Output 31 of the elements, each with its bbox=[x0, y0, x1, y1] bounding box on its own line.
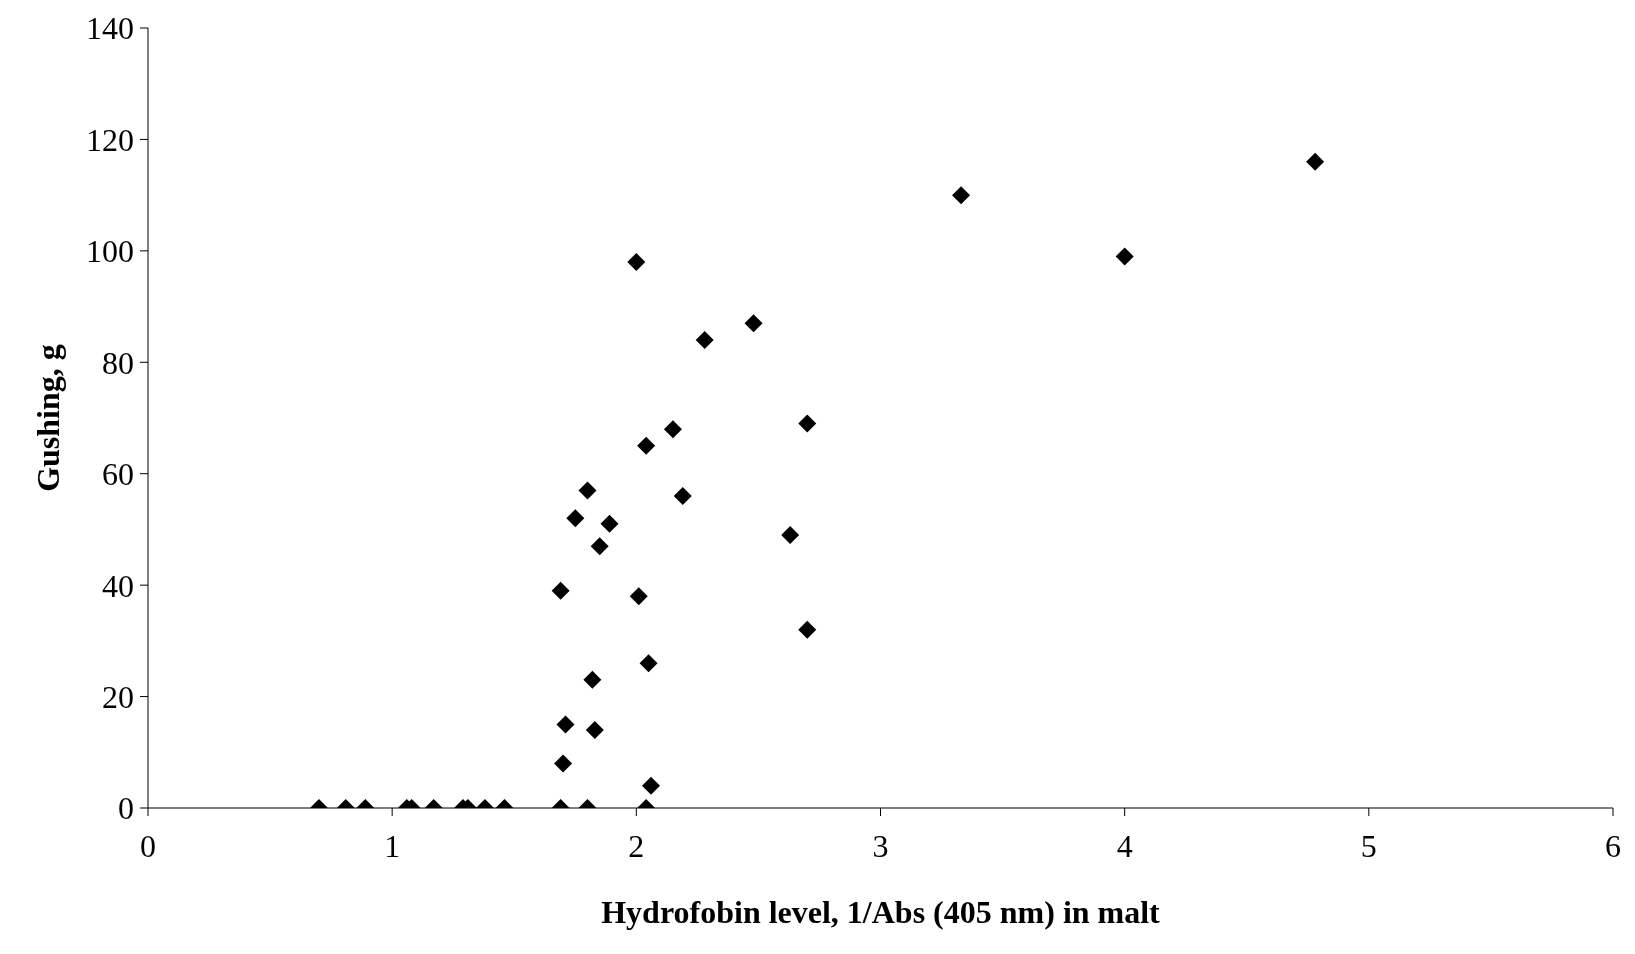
y-tick-label: 60 bbox=[102, 456, 134, 493]
y-tick-label: 80 bbox=[102, 344, 134, 381]
point bbox=[744, 314, 763, 333]
point bbox=[673, 487, 692, 505]
point bbox=[566, 509, 585, 528]
y-tick-label: 0 bbox=[118, 790, 134, 827]
point bbox=[590, 537, 609, 556]
point bbox=[952, 186, 971, 205]
point bbox=[627, 253, 646, 271]
x-tick-label: 4 bbox=[1116, 827, 1133, 864]
x-tick-label: 3 bbox=[872, 827, 889, 864]
x-axis-title: Hydrofobin level, 1/Abs (405 nm) in malt bbox=[601, 894, 1161, 930]
y-tick-label: 140 bbox=[86, 10, 134, 47]
x-tick-label: 1 bbox=[384, 827, 401, 864]
point bbox=[663, 420, 682, 439]
point bbox=[637, 436, 656, 455]
y-tick-label: 120 bbox=[86, 121, 134, 158]
point bbox=[1115, 247, 1134, 266]
point bbox=[551, 581, 570, 600]
y-tick-label: 20 bbox=[102, 678, 134, 715]
point bbox=[781, 526, 800, 544]
x-tick-label: 5 bbox=[1360, 827, 1377, 864]
y-tick-label: 40 bbox=[102, 567, 134, 604]
x-tick-label: 2 bbox=[628, 827, 645, 864]
point bbox=[798, 414, 817, 433]
y-tick-label: 100 bbox=[86, 233, 134, 270]
y-axis-title: Gushing, g bbox=[30, 344, 67, 492]
point bbox=[600, 514, 619, 533]
point bbox=[578, 481, 597, 500]
point bbox=[695, 331, 714, 349]
x-tick-label: 6 bbox=[1605, 827, 1621, 864]
